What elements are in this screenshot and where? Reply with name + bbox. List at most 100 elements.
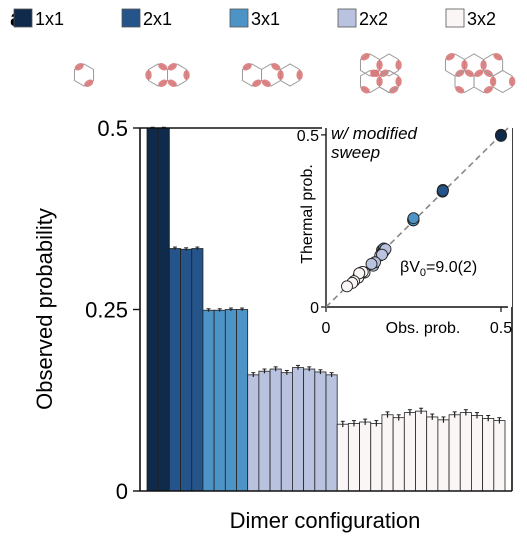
- scatter-point: [365, 258, 378, 270]
- bar-3x2-14: [482, 417, 495, 492]
- dimer-mark: [74, 63, 84, 71]
- dimer-mark: [445, 53, 455, 61]
- bar-1x1-1: [146, 127, 159, 492]
- dimer-mark: [296, 70, 303, 80]
- dimer-mark: [461, 60, 468, 70]
- bar-1x1-2: [157, 127, 170, 492]
- bar-2x2-4: [280, 372, 293, 492]
- dimer-mark: [370, 69, 380, 77]
- hexagon: [492, 69, 513, 94]
- y-tick-label: 0: [116, 479, 128, 504]
- bar-chart: 0 0.25 0.5 Observed probability Dimer conf…: [32, 116, 513, 533]
- bar-3x2-4: [370, 423, 383, 492]
- bar-3x2-7: [403, 412, 416, 492]
- bar-3x2-3: [359, 421, 372, 492]
- bar-3x1-3: [224, 309, 237, 492]
- hexagon: [280, 63, 301, 87]
- bar-3x1-4: [236, 309, 249, 492]
- scatter-point: [376, 248, 388, 261]
- bar-2x2-5: [292, 367, 305, 492]
- inset-y-axis-label: Thermal prob.: [299, 164, 316, 264]
- legend-label-1x1: 1x1: [35, 9, 64, 29]
- bar-3x2-8: [415, 410, 428, 492]
- y-axis-label: Observed probability: [32, 208, 57, 410]
- bar-3x2-2: [347, 423, 360, 492]
- bar-2x2-1: [247, 374, 260, 492]
- scatter-point: [495, 129, 507, 142]
- legend-swatch-2x1: [121, 8, 141, 28]
- bar-3x2-12: [459, 412, 472, 492]
- bar-3x2-13: [471, 415, 484, 492]
- bar-2x2-6: [303, 368, 316, 492]
- dimer-mark: [242, 63, 252, 71]
- bar-2x2-7: [314, 371, 327, 492]
- inset-annotation-line2: sweep: [331, 143, 380, 162]
- inset-points: [341, 128, 507, 293]
- dimer-mark: [376, 60, 383, 70]
- dimer-mark: [84, 79, 94, 87]
- bar-2x2-2: [258, 370, 271, 492]
- dimer-mark: [464, 69, 474, 77]
- inset-x-tick-label: 0.5: [490, 320, 512, 337]
- y-tick-label: 0.5: [97, 116, 128, 141]
- bar-3x2-10: [437, 419, 450, 492]
- dimer-mark: [395, 76, 402, 87]
- scatter-point: [407, 212, 420, 225]
- legend-swatch-2x2: [337, 8, 357, 28]
- dimer-mark: [508, 76, 516, 87]
- bar-group: [146, 126, 506, 492]
- bar-3x1-1: [202, 309, 215, 492]
- dimer-mark: [167, 79, 177, 87]
- dimer-mark: [474, 69, 484, 77]
- hexagon: [379, 53, 400, 77]
- bar-2x1-1: [168, 248, 181, 492]
- dimer-mark: [145, 70, 152, 80]
- bar-2x2-3: [269, 368, 282, 492]
- hexagon: [73, 63, 95, 87]
- bar-2x1-2: [180, 248, 193, 492]
- hexagon: [379, 69, 400, 94]
- dimer-mark: [395, 60, 402, 70]
- scatter-point: [341, 280, 353, 293]
- bar-3x2-11: [448, 414, 461, 492]
- dimer-mark: [271, 63, 281, 71]
- legend-label-2x1: 2x1: [143, 9, 172, 29]
- inset-x-axis-label: Obs. prob.: [386, 320, 461, 337]
- hexagon: [167, 63, 188, 87]
- dimer-mark: [183, 70, 190, 80]
- inset-annotation-line1: w/ modified: [331, 124, 418, 143]
- dimer-mark: [360, 86, 370, 94]
- dimer-mark: [483, 86, 493, 94]
- dimer-mark: [489, 76, 497, 87]
- inset-y-tick-label: 0.5: [297, 128, 319, 145]
- dimer-mark: [277, 70, 284, 80]
- legend-label-3x1: 3x1: [251, 9, 280, 29]
- dimer-mark: [360, 53, 370, 61]
- bar-3x2-6: [392, 417, 405, 492]
- bar-2x1-3: [191, 248, 204, 492]
- inset-x-tick-label: 0: [322, 320, 331, 337]
- dimer-mark: [158, 79, 168, 87]
- scatter-point: [436, 184, 449, 197]
- dimer-mark: [158, 63, 168, 71]
- legend-label-3x2: 3x2: [467, 9, 496, 29]
- bar-2x2-8: [325, 374, 338, 492]
- legend-label-2x2: 2x2: [359, 9, 388, 29]
- dimer-mark: [261, 79, 271, 87]
- bar-3x2-1: [336, 423, 349, 492]
- y-tick-label: 0.25: [85, 298, 128, 323]
- legend-swatch-3x2: [445, 8, 465, 28]
- dimer-mark: [376, 76, 383, 87]
- bar-3x1-2: [213, 309, 226, 492]
- legend: 1x1 2x1 3x1 2x2 3x2: [13, 8, 496, 29]
- bar-3x2-5: [381, 414, 394, 492]
- fit-annotation: βV0=9.0(2): [400, 259, 477, 279]
- inset-y-tick-label: 0: [310, 300, 319, 317]
- x-axis-label: Dimer configuration: [230, 508, 421, 533]
- legend-swatch-1x1: [13, 8, 33, 28]
- bar-3x2-9: [426, 416, 439, 492]
- dimer-mark: [252, 79, 262, 87]
- inset-scatter-chart: 00 0.5 0.5 w/ modified sweep βV0=9.0(2) Th…: [297, 122, 512, 337]
- dimer-mark: [493, 53, 503, 61]
